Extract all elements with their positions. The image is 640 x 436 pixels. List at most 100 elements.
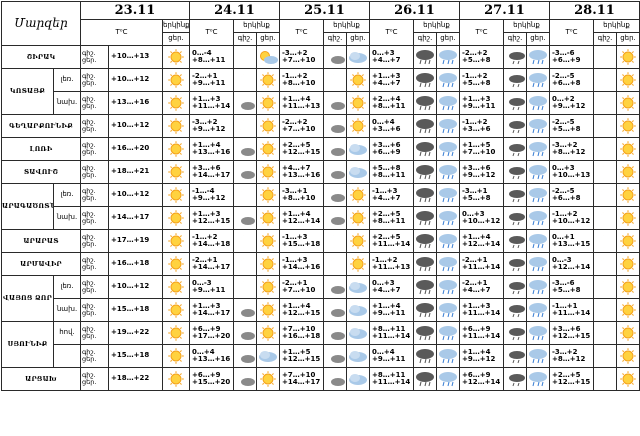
region-name: ԳԵՂԱՐՔՈՒՆԻՔ: [1, 114, 81, 138]
night-col-header: գիշ.: [413, 32, 437, 46]
day-temp: +5…+8: [462, 194, 491, 202]
day-label: ցեր.: [82, 102, 97, 110]
day-label: ցեր.: [82, 378, 97, 386]
rain-icon: [436, 45, 460, 69]
region-row: նախ. գիշ. ցեր. +14…+17 +1…+3 +12…+15 +1…+4 +12……: [2, 206, 640, 230]
sun-icon: [616, 68, 640, 92]
temp-range: +7…+10 +16…+18: [279, 321, 324, 345]
day-label: ցեր.: [82, 217, 97, 225]
sun-icon: [256, 252, 280, 276]
night-temp: -1…+1: [552, 301, 578, 310]
sun-icon: [162, 183, 190, 207]
temp-col-header: T⁰C: [369, 19, 414, 46]
rainmoon-icon: [503, 91, 527, 115]
moon-icon: [233, 275, 257, 299]
sun-icon: [346, 91, 370, 115]
day-temp: +6…+8: [552, 79, 581, 87]
temp-col-header: T⁰C: [549, 19, 594, 46]
region-name: ՇԻՐԱԿ: [1, 45, 81, 69]
rainmoon-icon: [503, 229, 527, 253]
temp-value: +17…+19: [108, 229, 163, 253]
day-col-header: ցեր.: [616, 32, 640, 46]
day-temp: +12…+15: [282, 355, 321, 363]
rain-icon: [526, 252, 550, 276]
temp-range: 0…+1 +13…+15: [549, 229, 594, 253]
temp-value: +10…+12: [108, 114, 163, 138]
temp-value: +16…+20: [108, 137, 163, 161]
region-row: ԼՈՌԻ գիշ. ցեր. +16…+20 +1…+4 +13…+16 +2…+5 +12……: [1, 137, 640, 161]
night-temp: +2…+5: [372, 232, 401, 241]
temp-value: +10…+12: [108, 68, 163, 92]
storm-icon: [413, 321, 437, 345]
cloud-icon: [346, 45, 370, 69]
day-temp: +15…+20: [192, 378, 231, 386]
regions-header: Մարզեր: [1, 1, 81, 46]
rainmoon-icon: [503, 160, 527, 184]
moon-icon: [593, 275, 617, 299]
temp-value: +10…+12: [108, 183, 163, 207]
region-row: ՇԻՐԱԿ գիշ. ցեր. +10…+13 0…-4 +8…+11 -3…+2 +7…+1…: [1, 45, 640, 69]
night-label: գիշ.: [82, 233, 96, 242]
rain-icon: [436, 137, 460, 161]
temp-range: +3…+6 +14…+17: [189, 160, 234, 184]
day-temp: +8…+11: [372, 217, 406, 225]
rainmoon-icon: [503, 298, 527, 322]
temp-range: +2…+5 +11…+14: [369, 229, 414, 253]
night-temp: -2…+1: [462, 255, 488, 264]
sun-icon: [346, 206, 370, 230]
rainmoon-icon: [503, 68, 527, 92]
moon-icon: [593, 114, 617, 138]
day-temp: +11…+13: [372, 263, 411, 271]
moonclouds-icon: [323, 91, 347, 115]
moonclouds-icon: [323, 206, 347, 230]
temp-range: +1…+3 +11…+14: [459, 298, 504, 322]
temp-range: +1…+5 +12…+15: [279, 344, 324, 368]
temp-range: 0…+3 +10…+12: [459, 206, 504, 230]
sun-icon: [256, 114, 280, 138]
rain-icon: [436, 206, 460, 230]
night-temp: -3…+1: [462, 186, 488, 195]
temp-value: +18…+22: [108, 367, 163, 391]
temp-col-header: T⁰C: [459, 19, 504, 46]
night-label: գիշ.: [82, 118, 96, 127]
region-name: ԼՈՌԻ: [1, 137, 81, 161]
sun-icon: [256, 275, 280, 299]
rain-icon: [436, 160, 460, 184]
night-temp: +1…+4: [282, 94, 311, 103]
night-temp: +6…+9: [192, 324, 221, 333]
sun-icon: [162, 68, 190, 92]
sun-icon: [256, 137, 280, 161]
sky-col-header: երկինք: [323, 19, 370, 33]
day-temp: +9…+12: [192, 194, 226, 202]
temp-range: -2…+1 +11…+14: [459, 252, 504, 276]
temp-range: -2…-5 +6…+8: [549, 183, 594, 207]
rain-icon: [526, 344, 550, 368]
night-temp: 0…-3: [192, 278, 212, 287]
night-temp: -2…-5: [552, 71, 575, 80]
moon-icon: [593, 45, 617, 69]
day-temp: +12…+15: [552, 332, 591, 340]
sun-icon: [162, 91, 190, 115]
moonclouds-icon: [323, 137, 347, 161]
day-temp: +15…+18: [282, 240, 321, 248]
night-temp: 0…-4: [192, 48, 212, 57]
day-header: 25.11: [279, 1, 370, 20]
night-temp: 0…+4: [372, 347, 395, 356]
sun-icon: [346, 229, 370, 253]
region-name: ԱՐՑԱԽ: [1, 367, 81, 391]
night-temp: -1…+2: [282, 71, 308, 80]
temp-range: -2…+1 +14…+17: [189, 252, 234, 276]
day-temp: +9…+12: [462, 355, 496, 363]
temp-range: -3…+1 +5…+8: [459, 183, 504, 207]
day-temp: +14…+17: [192, 171, 231, 179]
day-temp: +14…+17: [192, 263, 231, 271]
rain-icon: [436, 275, 460, 299]
sun-icon: [616, 275, 640, 299]
night-temp: +4…+7: [282, 163, 311, 172]
night-label: գիշ.: [82, 279, 96, 288]
moon-icon: [323, 252, 347, 276]
rain-icon: [436, 183, 460, 207]
temp-range: +1…+4 +13…+16: [189, 137, 234, 161]
temp-range: +1…+4 +9…+11: [369, 298, 414, 322]
day-temp: +17…+20: [192, 332, 231, 340]
